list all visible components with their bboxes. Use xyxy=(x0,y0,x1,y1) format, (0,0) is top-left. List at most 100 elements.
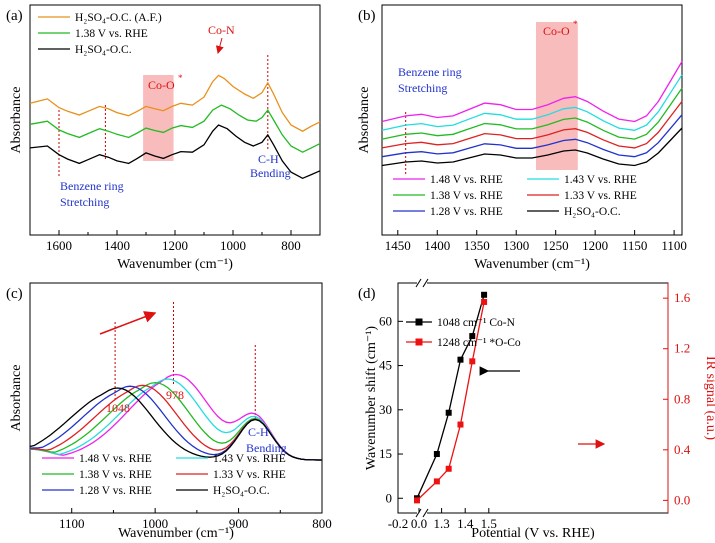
y-tick-label-left: 30 xyxy=(379,402,392,417)
legend-label: 1.38 V vs. RHE xyxy=(75,28,148,40)
series-line xyxy=(29,387,322,461)
annotation-stretching: Stretching xyxy=(60,195,109,209)
panel-b-co-o-highlight xyxy=(535,22,578,170)
series-line xyxy=(381,101,683,149)
legend-label: 1048 cm⁻¹ Co-N xyxy=(437,317,516,329)
series-line xyxy=(381,61,683,123)
data-point xyxy=(481,298,488,305)
data-point xyxy=(457,356,464,363)
panel-c: (c) 1100 1000 900 800 Absorbance Wavenumber… xyxy=(6,282,332,541)
annotation-benzene: Benzene ring xyxy=(60,179,124,193)
legend-label: 1.48 V vs. RHE xyxy=(430,174,503,186)
x-tick-label: 0.0 xyxy=(411,516,427,531)
x-tick-label: 1.3 xyxy=(433,516,449,531)
panel-c-legend: 1.48 V vs. RHE 1.43 V vs. RHE 1.38 V vs.… xyxy=(42,453,286,497)
data-point xyxy=(469,358,476,365)
legend-label: H₂SO₄-O.C. xyxy=(564,206,621,218)
x-tick-label: 1250 xyxy=(543,238,569,253)
x-tick-label: 1.4 xyxy=(457,516,474,531)
panel-c-xlabel: Wavenumber (cm⁻¹) xyxy=(118,526,234,541)
x-tick-label: -0.2 xyxy=(388,516,409,531)
data-point xyxy=(457,421,464,428)
panel-a-xlabel: Wavenumber (cm⁻¹) xyxy=(117,257,233,272)
x-tick-label: 1200 xyxy=(582,238,608,253)
y-tick-label-right: 0.0 xyxy=(674,492,690,507)
panel-c-label: (c) xyxy=(6,286,23,302)
legend-label: 1248 cm⁻¹ *O-Co xyxy=(437,337,521,349)
panel-a-label: (a) xyxy=(6,8,23,24)
panel-b-frame xyxy=(381,4,683,236)
data-point xyxy=(433,478,440,485)
legend-label: 1.28 V vs. RHE xyxy=(79,485,152,497)
panel-c-ylabel: Absorbance xyxy=(9,365,24,432)
legend-label: 1.33 V vs. RHE xyxy=(213,469,286,481)
legend-label: 1.38 V vs. RHE xyxy=(79,469,152,481)
legend-label: 1.48 V vs. RHE xyxy=(79,453,152,465)
data-point xyxy=(481,291,488,298)
axis-break-top xyxy=(415,278,429,288)
y-tick-label-left: 60 xyxy=(379,313,392,328)
series-line xyxy=(381,74,683,131)
legend-label: 1.43 V vs. RHE xyxy=(213,453,286,465)
y-tick-label-right: 1.2 xyxy=(674,341,690,356)
panel-d: (d) -0.2 0.0 1.3 1.4 1.50153045600.00.40.81.… xyxy=(358,278,715,541)
annotation-1048: 1048 xyxy=(106,401,130,415)
panel-a-legend: H₂SO₄-O.C. (A.F.) 1.38 V vs. RHE H₂SO₄-O… xyxy=(38,12,162,56)
annotation-stretching: Stretching xyxy=(398,81,447,95)
series-line xyxy=(29,104,321,153)
x-tick-label: 1450 xyxy=(385,238,411,253)
panel-b-ylabel: Absorbance xyxy=(357,87,372,154)
data-point xyxy=(445,409,452,416)
co-n-arrow xyxy=(215,37,224,54)
shift-arrow xyxy=(99,311,157,335)
x-tick-label: 1350 xyxy=(464,238,490,253)
x-tick-label: 800 xyxy=(281,238,301,253)
x-tick-label: 1.5 xyxy=(481,516,497,531)
x-tick-label: 1100 xyxy=(59,516,85,531)
panel-d-legend: 1048 cm⁻¹ Co-N 1248 cm⁻¹ *O-Co xyxy=(406,317,521,349)
panel-a: (a) 1600 1400 1200 1000 800 Absorbance Waven… xyxy=(6,4,321,272)
y-tick-label-right: 0.4 xyxy=(674,442,691,457)
annotation-bending: Bending xyxy=(246,441,287,455)
panel-b-legend: 1.48 V vs. RHE 1.43 V vs. RHE 1.38 V vs.… xyxy=(393,174,637,218)
legend-label: H₂SO₄-O.C. xyxy=(75,44,132,56)
panel-d-ylabel-right: IR signal (a.u.) xyxy=(703,356,715,440)
x-tick-label: 1100 xyxy=(661,238,687,253)
annotation-bending: Bending xyxy=(250,166,291,180)
legend-marker xyxy=(415,338,423,346)
panel-c-frame xyxy=(29,282,323,514)
data-point xyxy=(414,497,420,504)
x-tick-label: 1400 xyxy=(424,238,450,253)
annotation-co-o: Co-O xyxy=(148,78,175,92)
series-line xyxy=(416,294,485,499)
series-line xyxy=(416,301,485,501)
legend-marker xyxy=(415,318,423,326)
panel-d-xlabel: Potential (V vs. RHE) xyxy=(471,526,595,541)
x-tick-label: 1200 xyxy=(162,238,188,253)
panel-d-ylabel-left: Wavenumber shift (cm⁻¹) xyxy=(364,326,379,471)
panel-b: (b) 1450 1400 1350 1300 1250 1200 1150 1100 Abs… xyxy=(357,4,687,272)
x-tick-label: 1000 xyxy=(220,238,246,253)
annotation-superscript: * xyxy=(178,73,183,83)
panel-d-label: (d) xyxy=(358,286,376,302)
annotation-superscript: * xyxy=(573,19,578,29)
y-tick-label-left: 0 xyxy=(386,490,393,505)
legend-label: 1.33 V vs. RHE xyxy=(564,190,637,202)
x-tick-label: 1000 xyxy=(142,516,168,531)
data-point xyxy=(469,333,476,340)
data-point xyxy=(433,451,440,458)
panel-b-xlabel: Wavenumber (cm⁻¹) xyxy=(474,257,590,272)
legend-label: 1.43 V vs. RHE xyxy=(564,174,637,186)
x-tick-label: 1150 xyxy=(622,238,648,253)
annotation-ch: C-H xyxy=(258,152,279,166)
annotation-978: 978 xyxy=(166,388,184,402)
data-point xyxy=(445,465,452,472)
y-tick-label-right: 0.8 xyxy=(674,391,690,406)
annotation-co-o: Co-O xyxy=(543,24,570,38)
series-line xyxy=(29,124,321,180)
y-tick-label-left: 15 xyxy=(379,446,392,461)
legend-label: H₂SO₄-O.C. (A.F.) xyxy=(75,12,162,24)
x-tick-label: 1300 xyxy=(503,238,529,253)
panel-a-co-o-highlight xyxy=(143,75,174,161)
